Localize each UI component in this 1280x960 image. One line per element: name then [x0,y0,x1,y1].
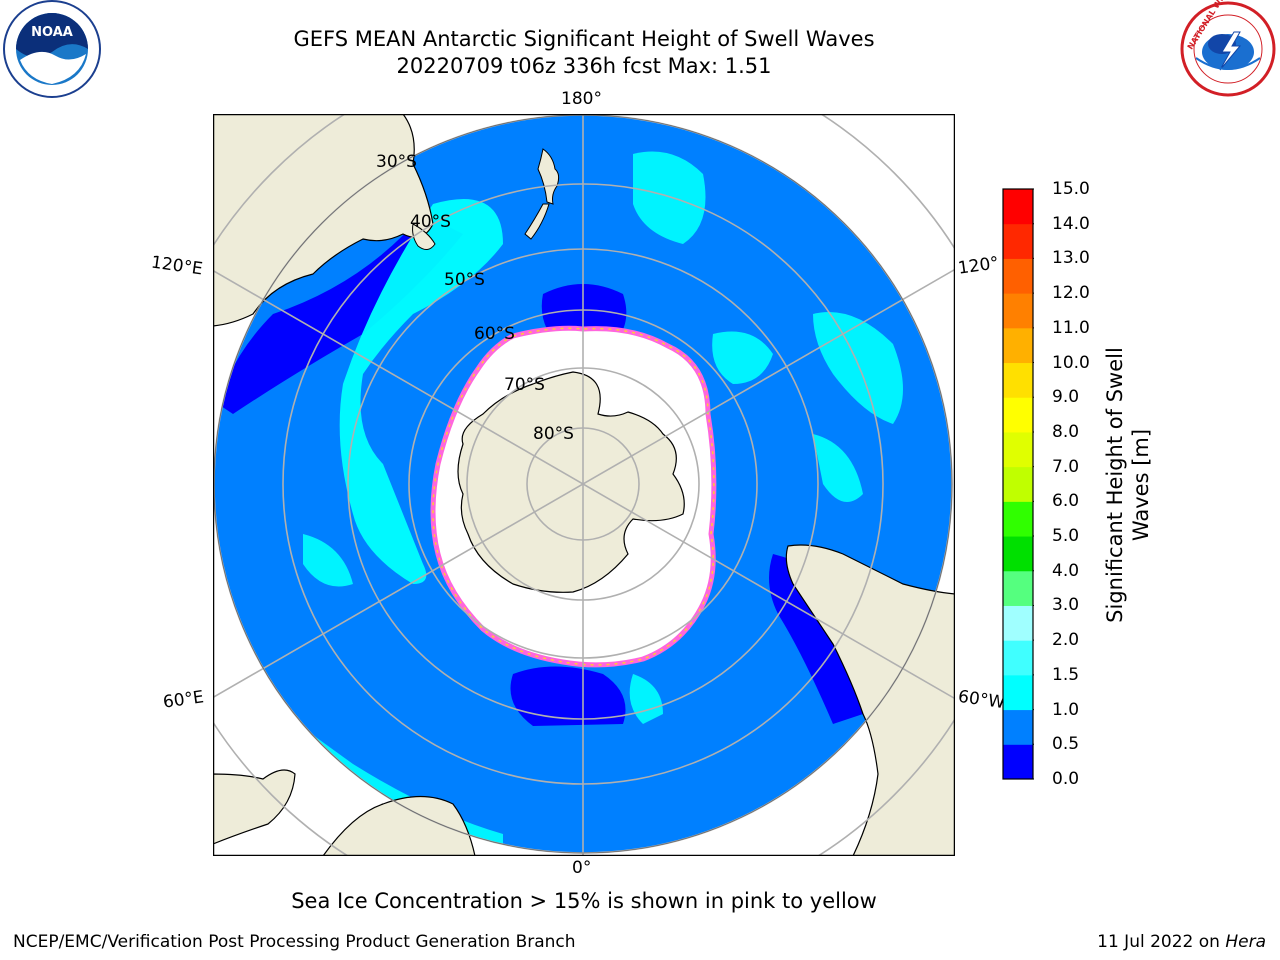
colorbar-tick-label: 1.0 [1052,699,1080,720]
colorbar-tick-label: 14.0 [1052,213,1090,234]
lat-label-40s: 40°S [410,212,451,232]
colorbar-segment [1003,362,1033,398]
graticule [213,114,955,856]
colorbar-tick-label: 1.5 [1052,664,1080,685]
colorbar-segment [1003,293,1033,329]
colorbar-tick-label: 5.0 [1052,526,1080,547]
colorbar-segment [1003,189,1033,225]
colorbar-segment [1003,640,1033,676]
colorbar-tick-label: 15.0 [1052,179,1090,199]
noaa-logo-text: NOAA [31,25,73,40]
colorbar-segment [1003,536,1033,572]
map-frame [213,114,955,856]
lon-label-180: 180° [561,89,602,109]
polar-map [213,114,955,856]
colorbar-segment [1003,674,1033,711]
lon-label-0: 0° [572,858,592,878]
south-america-land [785,544,955,856]
colorbar-segment [1003,744,1033,780]
lat-label-70s: 70°S [504,375,545,395]
colorbar-tick-label: 9.0 [1052,387,1080,408]
madagascar-land [213,769,296,845]
footer-host: Hera [1225,932,1266,952]
lat-label-50s: 50°S [444,270,485,290]
colorbar-segment [1003,258,1033,294]
lon-label-120e: 120°E [149,252,204,280]
colorbar-tick-label: 12.0 [1052,283,1090,304]
lat-label-80s: 80°S [533,424,574,444]
chart-subtitle: 20220709 t06z 336h fcst Max: 1.51 [396,54,772,78]
colorbar-segment [1003,431,1033,468]
colorbar [1002,188,1034,780]
colorbar-tick-label: 10.0 [1052,352,1090,373]
colorbar-tick-label: 8.0 [1052,421,1080,442]
colorbar-segment [1003,327,1033,364]
colorbar-tick-label: 6.0 [1052,491,1080,512]
lon-label-60w: 60°W [956,686,1007,714]
africa-land [322,795,476,856]
colorbar-segment [1003,570,1033,606]
antarctica-land [457,371,685,593]
colorbar-segment [1003,223,1033,259]
footer-left: NCEP/EMC/Verification Post Processing Pr… [13,932,576,952]
colorbar-segment [1003,605,1033,641]
colorbar-tick-label: 0.5 [1052,734,1080,755]
colorbar-label: Significant Height of Swell Waves [m] [1103,347,1153,623]
colorbar-segment [1003,466,1033,502]
lon-label-120w: 120° [956,253,1001,279]
colorbar-tick-label: 7.0 [1052,456,1080,477]
footer-right: 11 Jul 2022 on Hera [1097,932,1266,952]
sea-ice-caption: Sea Ice Concentration > 15% is shown in … [291,889,877,913]
lon-label-60e: 60°E [161,687,206,713]
colorbar-segment [1003,501,1033,537]
colorbar-segment [1003,397,1033,433]
colorbar-tick-label: 2.0 [1052,630,1080,651]
colorbar-tick-label: 13.0 [1052,248,1090,269]
colorbar-segment [1003,709,1033,745]
footer-date: 11 Jul 2022 on [1097,932,1226,952]
colorbar-tick-label: 0.0 [1052,769,1080,789]
noaa-logo: NOAA [3,0,101,98]
australia-land [213,114,434,327]
lat-label-30s: 30°S [376,152,417,172]
colorbar-tick-label: 3.0 [1052,595,1080,616]
nws-logo: NATIONAL WEATHER SERVICE [1180,0,1276,97]
lat-label-60s: 60°S [474,324,515,344]
chart-title: GEFS MEAN Antarctic Significant Height o… [293,27,875,51]
colorbar-tick-label: 11.0 [1052,317,1090,338]
colorbar-tick-label: 4.0 [1052,560,1080,581]
